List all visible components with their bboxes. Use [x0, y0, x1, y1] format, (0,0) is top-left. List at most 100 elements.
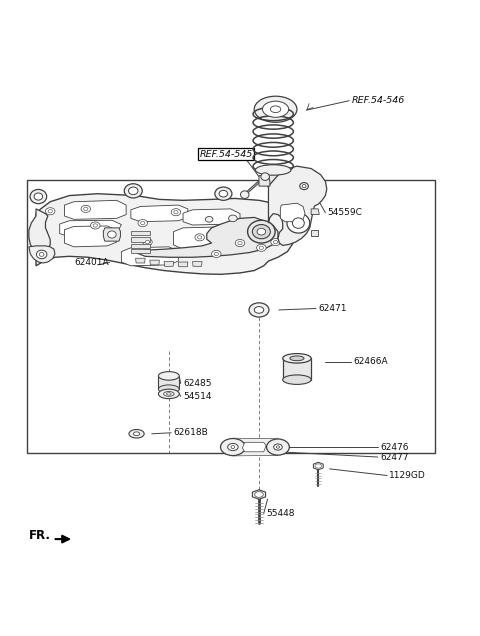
Ellipse shape — [292, 218, 304, 228]
Polygon shape — [29, 246, 55, 263]
Polygon shape — [36, 194, 297, 274]
Ellipse shape — [302, 184, 306, 188]
Polygon shape — [103, 228, 120, 241]
Ellipse shape — [235, 240, 245, 247]
Ellipse shape — [255, 492, 263, 497]
Ellipse shape — [158, 371, 179, 380]
Ellipse shape — [93, 224, 97, 227]
Polygon shape — [283, 358, 311, 380]
Polygon shape — [233, 438, 278, 455]
Ellipse shape — [254, 96, 297, 122]
Ellipse shape — [214, 252, 218, 256]
Ellipse shape — [283, 354, 311, 363]
Polygon shape — [252, 490, 265, 499]
Polygon shape — [158, 376, 179, 389]
Ellipse shape — [174, 211, 178, 214]
Ellipse shape — [164, 392, 174, 396]
Polygon shape — [131, 231, 150, 235]
Polygon shape — [183, 209, 240, 225]
Text: REF.54-546: REF.54-546 — [351, 96, 405, 105]
Polygon shape — [29, 209, 50, 252]
Ellipse shape — [129, 429, 144, 438]
Polygon shape — [268, 166, 327, 245]
Ellipse shape — [290, 356, 304, 361]
Text: 55448: 55448 — [266, 509, 295, 518]
Ellipse shape — [129, 187, 138, 195]
Ellipse shape — [220, 438, 245, 455]
Ellipse shape — [84, 207, 88, 211]
Polygon shape — [136, 218, 278, 258]
Ellipse shape — [36, 250, 47, 259]
Ellipse shape — [171, 209, 180, 216]
Text: 1129GD: 1129GD — [389, 471, 426, 480]
Ellipse shape — [263, 101, 288, 117]
Ellipse shape — [254, 307, 264, 314]
Polygon shape — [311, 209, 319, 214]
Ellipse shape — [287, 213, 310, 233]
Polygon shape — [121, 247, 179, 266]
Ellipse shape — [215, 187, 232, 200]
Ellipse shape — [274, 240, 278, 244]
Polygon shape — [242, 442, 266, 452]
Ellipse shape — [219, 190, 228, 197]
Ellipse shape — [257, 244, 266, 251]
Text: 54559C: 54559C — [328, 208, 363, 217]
Polygon shape — [131, 237, 150, 242]
Ellipse shape — [255, 165, 291, 175]
Ellipse shape — [91, 222, 100, 229]
Text: REF.54-545: REF.54-545 — [200, 150, 253, 159]
Ellipse shape — [145, 240, 150, 244]
Text: 62471: 62471 — [318, 304, 347, 313]
Ellipse shape — [238, 242, 242, 245]
Polygon shape — [179, 262, 188, 266]
Polygon shape — [267, 170, 283, 186]
Ellipse shape — [158, 389, 179, 399]
Polygon shape — [136, 258, 145, 263]
Bar — [26, 181, 434, 453]
Ellipse shape — [261, 173, 269, 181]
Polygon shape — [280, 203, 305, 222]
Text: 62401A: 62401A — [74, 258, 108, 267]
Text: 62477: 62477 — [380, 452, 408, 462]
Ellipse shape — [124, 184, 142, 198]
Ellipse shape — [34, 193, 43, 200]
Ellipse shape — [48, 210, 52, 213]
Ellipse shape — [249, 303, 269, 317]
Text: 62618B: 62618B — [174, 428, 208, 438]
Ellipse shape — [274, 444, 282, 450]
Ellipse shape — [228, 215, 237, 222]
Ellipse shape — [240, 191, 249, 198]
Text: 62476: 62476 — [380, 443, 408, 452]
Polygon shape — [259, 176, 270, 186]
Ellipse shape — [158, 385, 179, 394]
Ellipse shape — [231, 446, 235, 448]
Ellipse shape — [198, 236, 202, 239]
Polygon shape — [131, 249, 150, 254]
Ellipse shape — [300, 183, 308, 190]
Ellipse shape — [257, 228, 265, 235]
Ellipse shape — [195, 234, 204, 241]
Ellipse shape — [108, 231, 116, 238]
Ellipse shape — [39, 252, 44, 256]
Ellipse shape — [167, 392, 171, 395]
Polygon shape — [192, 261, 202, 266]
Ellipse shape — [248, 220, 275, 243]
Ellipse shape — [252, 225, 270, 238]
Polygon shape — [311, 230, 318, 236]
Ellipse shape — [141, 221, 145, 225]
Ellipse shape — [259, 246, 264, 249]
Ellipse shape — [81, 205, 91, 212]
Ellipse shape — [266, 439, 289, 455]
Ellipse shape — [212, 251, 221, 258]
Ellipse shape — [205, 216, 213, 222]
Ellipse shape — [143, 238, 152, 245]
Ellipse shape — [138, 219, 147, 226]
Ellipse shape — [228, 443, 238, 451]
Polygon shape — [150, 260, 159, 265]
Ellipse shape — [283, 375, 311, 384]
Text: 62485: 62485 — [183, 379, 212, 388]
Ellipse shape — [46, 208, 55, 215]
Polygon shape — [64, 226, 117, 247]
Text: FR.: FR. — [29, 529, 51, 542]
Polygon shape — [131, 244, 150, 248]
